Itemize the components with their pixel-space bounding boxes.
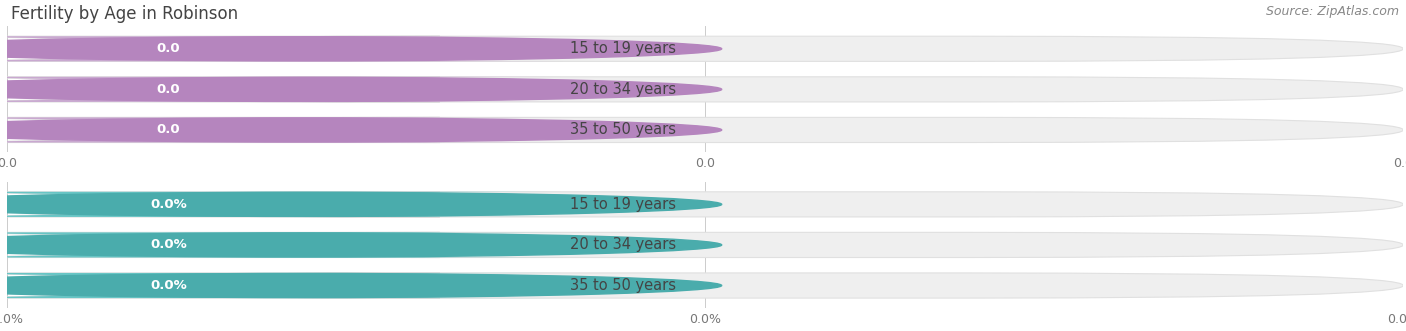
Circle shape: [0, 192, 721, 216]
Text: 0.0%: 0.0%: [150, 238, 187, 252]
Text: 20 to 34 years: 20 to 34 years: [569, 237, 676, 253]
FancyBboxPatch shape: [0, 36, 562, 61]
Circle shape: [0, 273, 721, 298]
FancyBboxPatch shape: [0, 77, 562, 102]
FancyBboxPatch shape: [7, 232, 1403, 258]
FancyBboxPatch shape: [7, 192, 1403, 217]
FancyBboxPatch shape: [0, 192, 440, 217]
FancyBboxPatch shape: [7, 118, 1403, 143]
Circle shape: [0, 77, 721, 101]
FancyBboxPatch shape: [0, 273, 440, 298]
FancyBboxPatch shape: [7, 77, 1403, 102]
Text: 15 to 19 years: 15 to 19 years: [569, 197, 676, 212]
FancyBboxPatch shape: [7, 36, 1403, 61]
Text: 0.0%: 0.0%: [150, 279, 187, 292]
Text: 15 to 19 years: 15 to 19 years: [569, 41, 676, 56]
Text: 0.0: 0.0: [156, 42, 180, 55]
FancyBboxPatch shape: [0, 273, 562, 298]
Text: Fertility by Age in Robinson: Fertility by Age in Robinson: [11, 5, 239, 23]
Circle shape: [0, 118, 721, 142]
Text: 0.0: 0.0: [156, 83, 180, 96]
Text: Source: ZipAtlas.com: Source: ZipAtlas.com: [1265, 5, 1399, 18]
FancyBboxPatch shape: [0, 232, 440, 258]
Text: 35 to 50 years: 35 to 50 years: [569, 122, 676, 137]
FancyBboxPatch shape: [0, 118, 440, 143]
FancyBboxPatch shape: [0, 118, 562, 143]
Text: 35 to 50 years: 35 to 50 years: [569, 278, 676, 293]
FancyBboxPatch shape: [0, 192, 562, 217]
Circle shape: [0, 233, 721, 257]
Text: 0.0%: 0.0%: [150, 198, 187, 211]
FancyBboxPatch shape: [0, 77, 440, 102]
Text: 0.0: 0.0: [156, 123, 180, 136]
FancyBboxPatch shape: [0, 36, 440, 61]
FancyBboxPatch shape: [0, 232, 562, 258]
FancyBboxPatch shape: [7, 273, 1403, 298]
Circle shape: [0, 37, 721, 61]
Text: 20 to 34 years: 20 to 34 years: [569, 82, 676, 97]
